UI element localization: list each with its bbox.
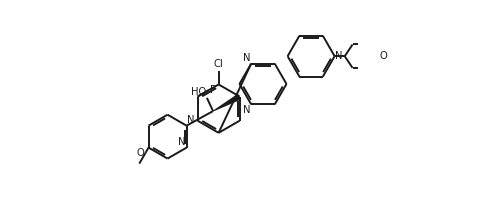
Text: N: N bbox=[188, 115, 195, 125]
Text: N: N bbox=[243, 105, 250, 115]
Text: N: N bbox=[243, 53, 250, 63]
Text: HO: HO bbox=[191, 87, 206, 97]
Text: Cl: Cl bbox=[214, 59, 223, 69]
Polygon shape bbox=[213, 94, 241, 112]
Text: F: F bbox=[210, 85, 216, 95]
Text: N: N bbox=[335, 51, 343, 61]
Text: O: O bbox=[379, 51, 387, 61]
Text: O: O bbox=[136, 148, 144, 158]
Text: N: N bbox=[178, 137, 186, 147]
